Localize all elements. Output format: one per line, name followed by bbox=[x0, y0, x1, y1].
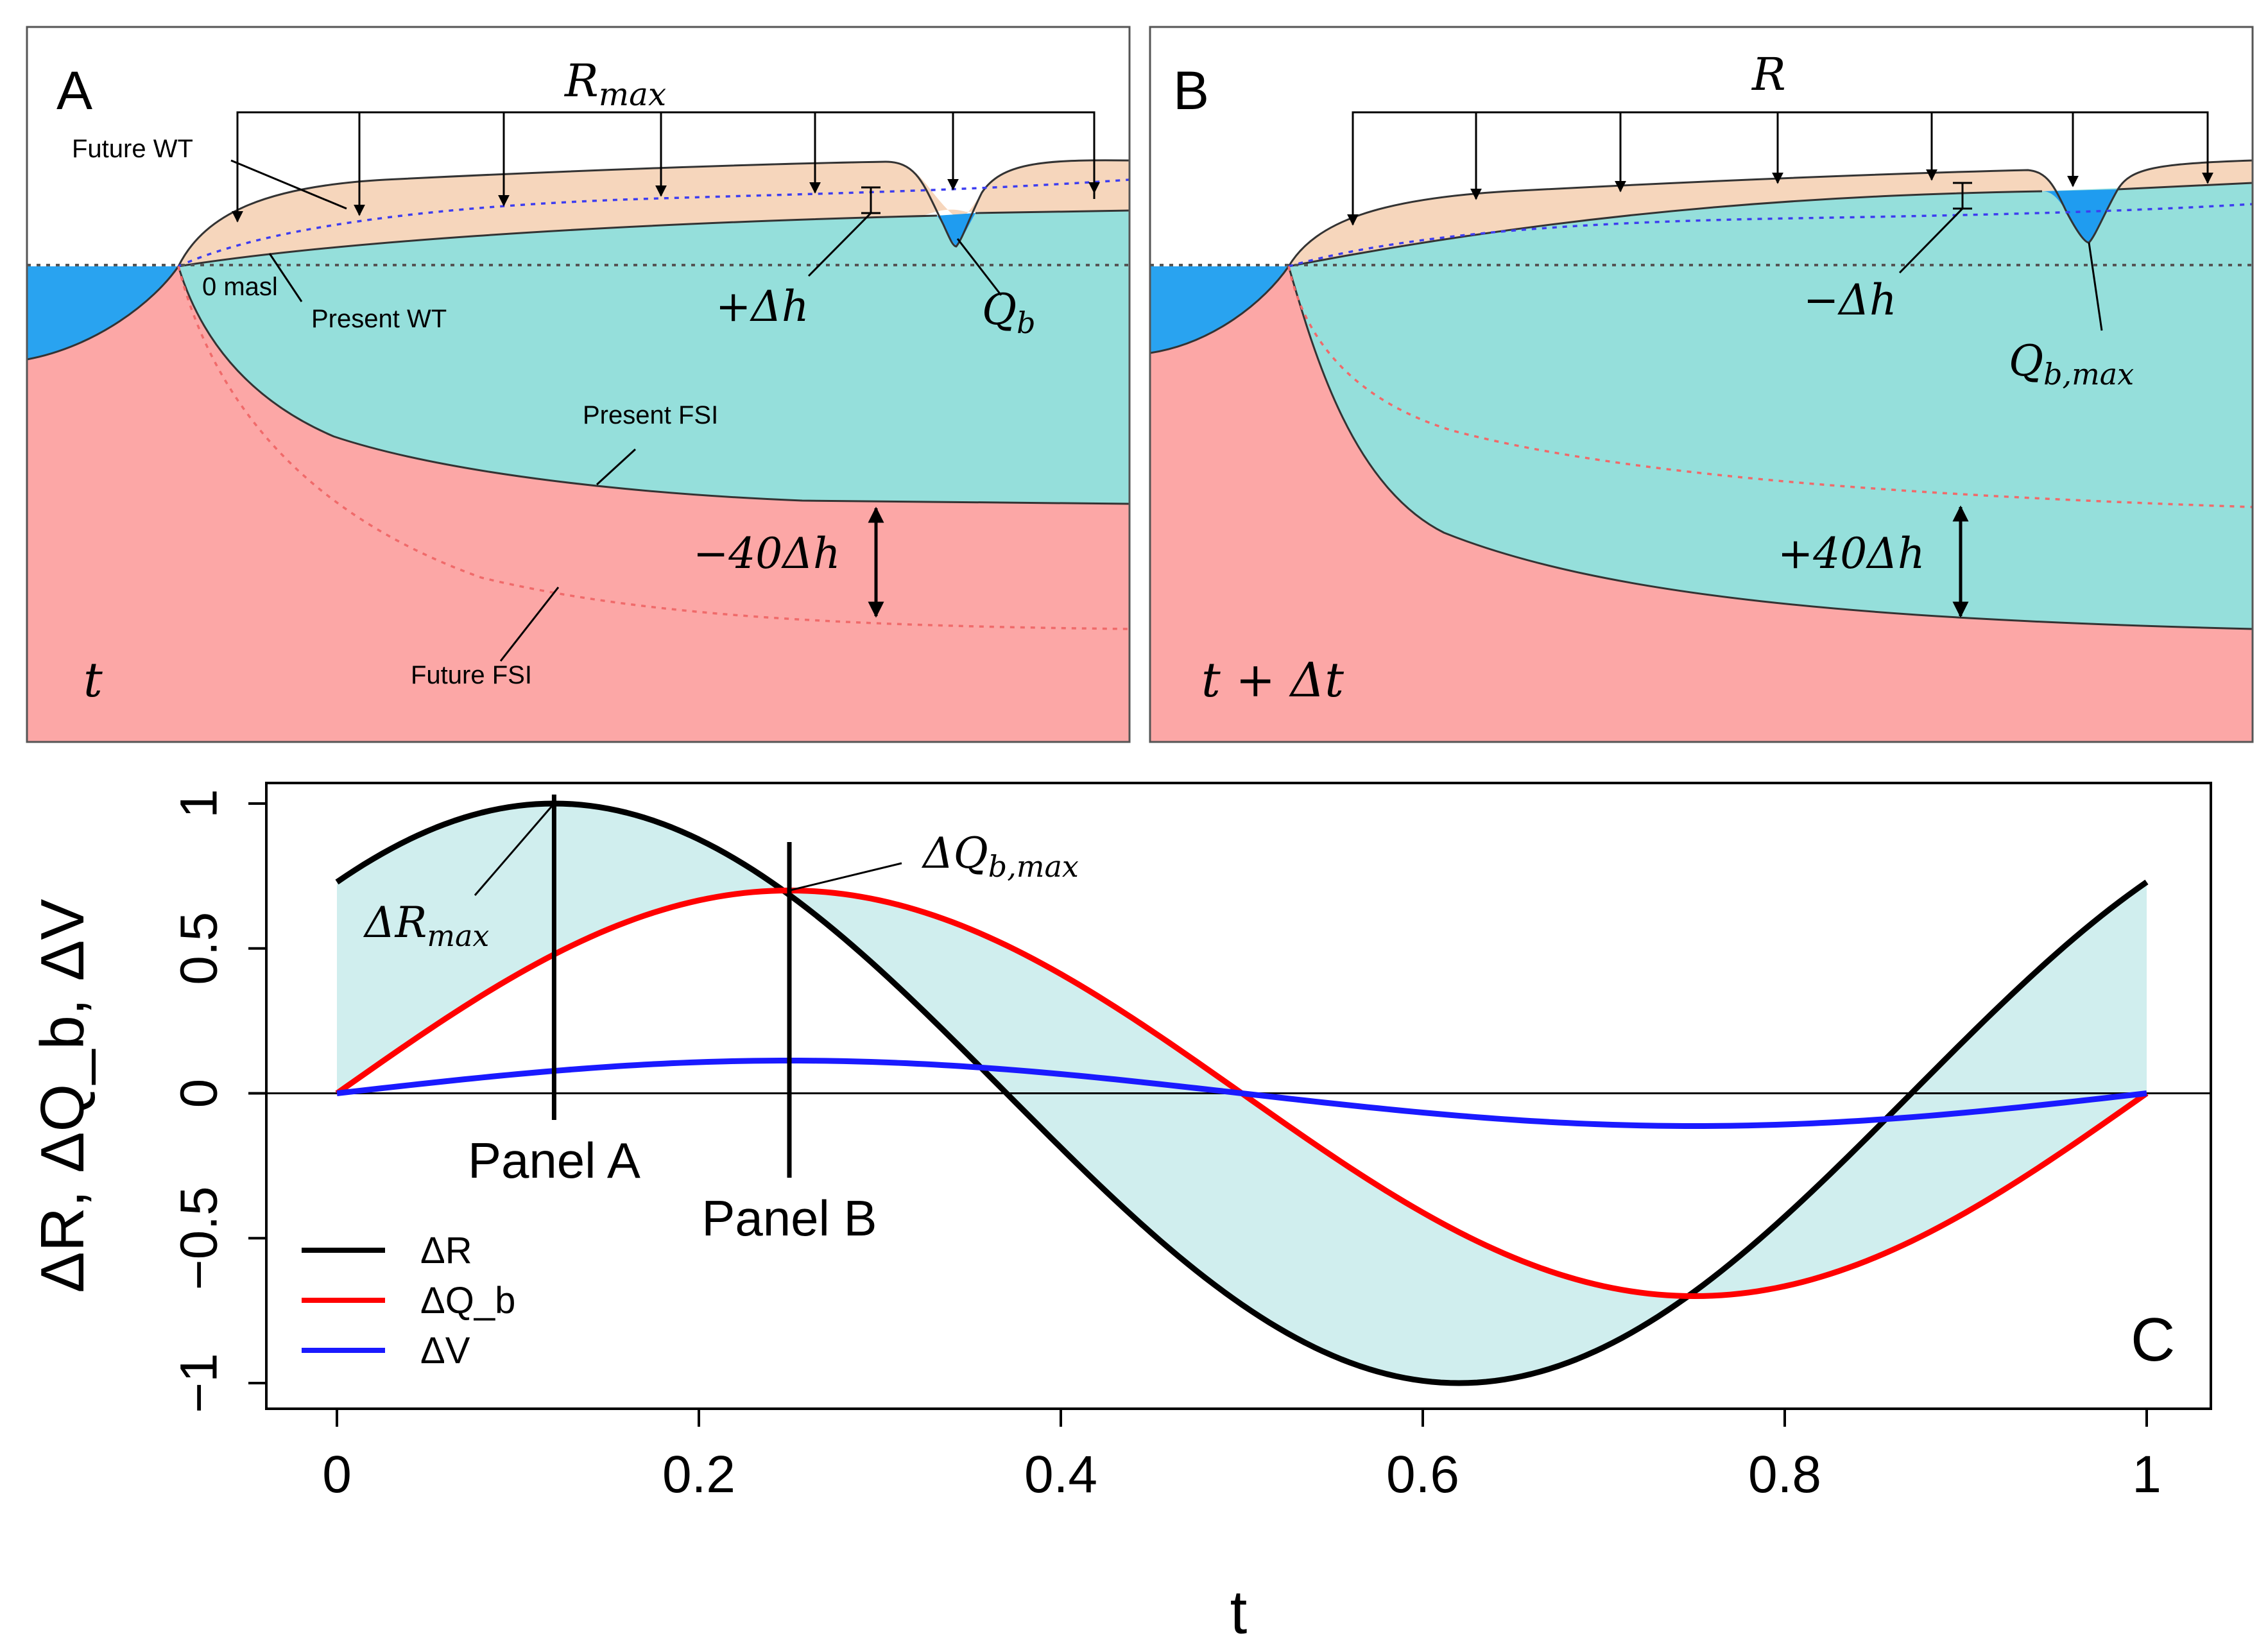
plot-frame bbox=[265, 782, 2212, 1410]
panel-a-dh-bracket bbox=[807, 186, 880, 277]
panel-a-seabed bbox=[27, 266, 180, 361]
annotation-leader bbox=[789, 862, 902, 891]
legend-entry: ΔQ_b bbox=[420, 1280, 515, 1321]
panel-a-future-wt-leader bbox=[230, 159, 347, 210]
panel-a-land-surface bbox=[177, 159, 1130, 267]
panel-b-recharge-arrows bbox=[1347, 111, 2213, 226]
panel-marker-label: Panel A bbox=[468, 1132, 640, 1189]
x-tick-label: 0.8 bbox=[1748, 1445, 1821, 1504]
series-line-delta-r bbox=[335, 800, 2149, 1386]
panel-a-present-fsi-label: Present FSI bbox=[583, 401, 718, 429]
panel-a-recharge-label: Rmax bbox=[563, 55, 666, 113]
y-tick-label: 1 bbox=[170, 789, 228, 818]
panel-b-future-water-table bbox=[1288, 203, 2253, 268]
x-tick-label: 0.4 bbox=[1024, 1445, 1097, 1504]
panel-a-future-fsi-label: Future FSI bbox=[411, 661, 532, 689]
legend-entry: ΔV bbox=[420, 1330, 470, 1372]
panel-a-sea bbox=[27, 266, 178, 359]
panel-b-present-water-table bbox=[1288, 182, 2253, 268]
panel-a-present-fsi-leader bbox=[596, 448, 637, 486]
panel-a-present-water-table bbox=[178, 209, 1130, 268]
annotation-leader bbox=[474, 803, 555, 896]
panel-b-dh-bracket bbox=[1898, 182, 1972, 274]
panel-a-present-fsi bbox=[177, 266, 1130, 505]
panel-a-zero-label: 0 masl bbox=[202, 273, 278, 301]
panel-a-future-fsi bbox=[177, 266, 1130, 630]
panel-a-future-wt-label: Future WT bbox=[72, 135, 193, 163]
panel-b-recharge-label: R bbox=[1751, 48, 1786, 101]
y-axis-label: ΔR, ΔQ_b, ΔV bbox=[28, 899, 97, 1293]
panel-a-stream-water bbox=[937, 213, 975, 246]
panel-a: A Rmax Future WT 0 masl Present WT +Δh Q… bbox=[27, 27, 1130, 742]
panel-a-future-fsi-leader bbox=[499, 587, 560, 662]
panel-b-frame bbox=[1149, 26, 2254, 743]
panel-a-freshwater-lens bbox=[178, 211, 1130, 504]
panel-a-present-wt-leader bbox=[268, 253, 303, 302]
panel-b-qb-label: Qb,max bbox=[2009, 336, 2134, 391]
panel-a-present-wt-label: Present WT bbox=[311, 305, 447, 333]
panel-a-frame bbox=[26, 26, 1131, 743]
annotation-delta-qbmax: ΔQb,max bbox=[921, 829, 1079, 884]
panel-b-letter: B bbox=[1173, 60, 1209, 121]
panel-marker-label: Panel B bbox=[701, 1190, 877, 1246]
panel-b-dh-label: −Δh bbox=[1803, 275, 1896, 325]
panel-b-sea bbox=[1150, 266, 1289, 353]
y-tick-label: 0 bbox=[170, 1079, 228, 1108]
y-tick-label: −1 bbox=[170, 1353, 228, 1413]
panel-a-dh-label: +Δh bbox=[716, 282, 809, 331]
panel-b-seabed bbox=[1150, 266, 1290, 354]
series-line-delta-v bbox=[336, 1057, 2147, 1130]
x-axis-label: t bbox=[1230, 1578, 1248, 1647]
legend: ΔR ΔQ_b ΔV bbox=[302, 1230, 515, 1372]
annotation-delta-rmax: ΔRmax bbox=[363, 898, 489, 953]
panel-b: B R −Δh Qb,max +40Δh t + Δt bbox=[1150, 27, 2253, 742]
panel-b-unsaturated-zone bbox=[1289, 160, 2253, 266]
panel-a-recharge-arrows bbox=[232, 111, 1100, 223]
panel-b-fsi-change-label: +40Δh bbox=[1778, 529, 1925, 578]
panel-c-letter: C bbox=[2131, 1305, 2175, 1374]
y-tick-label: −0.5 bbox=[170, 1186, 228, 1290]
panel-a-qb-leader bbox=[956, 238, 1002, 296]
panel-a-letter: A bbox=[56, 60, 92, 121]
panel-b-future-fsi bbox=[1287, 266, 2253, 508]
x-tick-label: 0 bbox=[322, 1445, 352, 1504]
panel-c-chart: Panel A Panel B ΔRmax ΔQb,max 0 0.2 0.4 0.6 0.8 1… bbox=[28, 782, 2212, 1647]
panel-b-freshwater-lens bbox=[1289, 183, 2253, 629]
x-tick-label: 0.6 bbox=[1386, 1445, 1459, 1504]
panel-b-qb-leader bbox=[2088, 242, 2103, 331]
x-tick-label: 1 bbox=[2132, 1445, 2161, 1504]
panel-b-seawater-wedge bbox=[1150, 266, 2253, 742]
x-tick-label: 0.2 bbox=[662, 1445, 735, 1504]
panel-a-time-label: t bbox=[83, 653, 103, 708]
legend-entry: ΔR bbox=[420, 1230, 472, 1271]
panel-a-seawater-wedge bbox=[27, 266, 1130, 742]
panel-b-present-fsi bbox=[1287, 266, 2253, 630]
panel-a-qb-label: Qb bbox=[982, 285, 1036, 340]
panel-b-time-label: t + Δt bbox=[1201, 653, 1344, 708]
panel-a-fsi-change-label: −40Δh bbox=[693, 529, 840, 578]
y-tick-label: 0.5 bbox=[170, 912, 228, 985]
